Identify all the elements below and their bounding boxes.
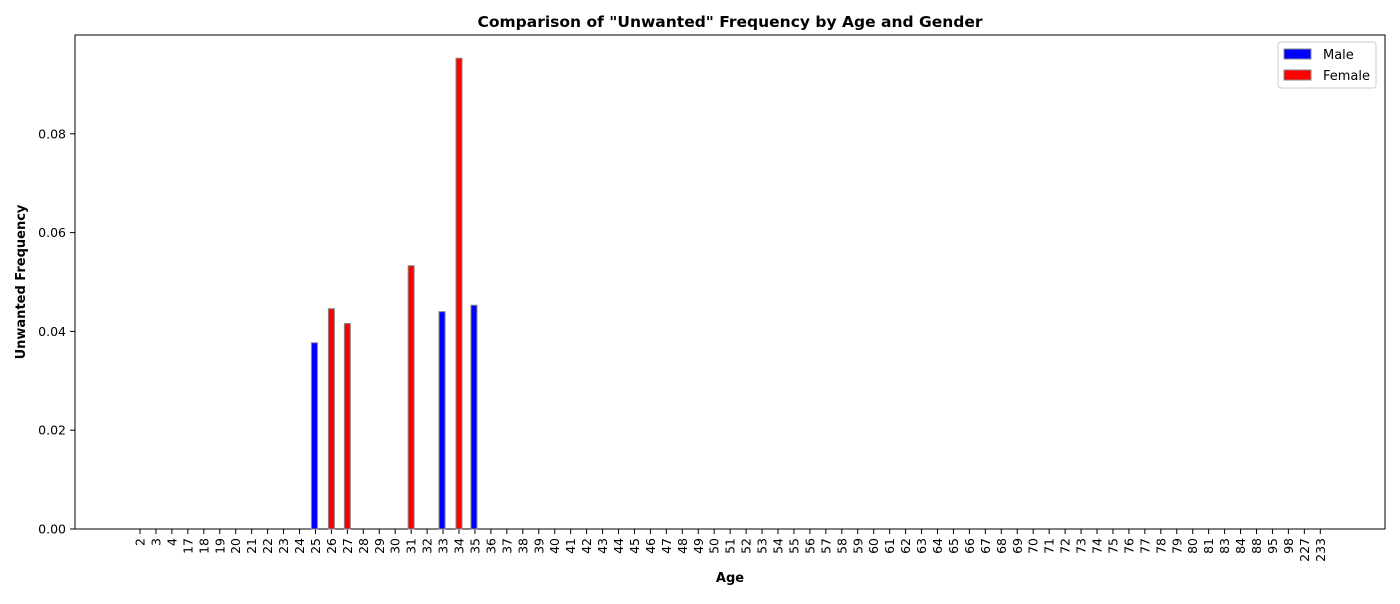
x-tick-label: 73	[1074, 538, 1089, 554]
y-tick-label: 0.04	[38, 324, 66, 339]
x-tick-label: 56	[802, 538, 817, 554]
bar-female-31	[407, 265, 415, 530]
x-tick-label: 59	[850, 538, 865, 554]
x-tick-label: 77	[1137, 538, 1152, 554]
x-tick-label: 39	[531, 538, 546, 554]
x-tick-label: 43	[595, 538, 610, 554]
x-tick-label: 227	[1297, 538, 1312, 562]
x-tick-label: 17	[180, 538, 195, 554]
x-tick-label: 18	[196, 538, 211, 554]
x-tick-label: 25	[308, 538, 323, 554]
x-tick-label: 35	[467, 538, 482, 554]
x-tick-label: 69	[1010, 538, 1025, 554]
x-tick-label: 48	[675, 538, 690, 554]
x-tick-label: 42	[579, 538, 594, 554]
x-tick-label: 64	[930, 538, 945, 554]
x-tick-label: 55	[786, 538, 801, 554]
x-tick-label: 45	[627, 538, 642, 554]
x-tick-label: 33	[436, 538, 451, 554]
y-tick-label: 0.02	[38, 423, 66, 438]
x-tick-label: 46	[643, 538, 658, 554]
x-axis-title: Age	[716, 571, 744, 586]
x-tick-label: 65	[946, 538, 961, 554]
x-tick-label: 79	[1169, 538, 1184, 554]
legend-swatch-female	[1283, 69, 1312, 81]
x-tick-label: 20	[228, 538, 243, 554]
plot-area: 0.000.020.040.060.082 3 4 17 18 19 20 21 22 23 24 2…	[38, 34, 1386, 562]
x-tick-label: 57	[818, 538, 833, 554]
x-tick-label: 70	[1026, 538, 1041, 554]
x-tick-label: 78	[1153, 538, 1168, 554]
x-tick-label: 84	[1233, 538, 1248, 554]
y-tick-label: 0.08	[38, 126, 66, 141]
x-tick-label: 62	[898, 538, 913, 554]
y-tick-label: 0.06	[38, 225, 66, 240]
x-tick-label: 24	[292, 538, 307, 554]
x-tick-label: 2	[133, 538, 148, 546]
x-tick-label: 50	[707, 538, 722, 554]
x-tick-label: 83	[1217, 538, 1232, 554]
x-tick-label: 61	[882, 538, 897, 554]
x-tick-label: 72	[1058, 538, 1073, 554]
x-tick-label: 22	[260, 538, 275, 554]
x-tick-label: 60	[866, 538, 881, 554]
x-tick-label: 21	[244, 538, 259, 554]
y-tick-label: 0.00	[38, 522, 66, 537]
bar-male-25	[310, 342, 318, 530]
x-tick-label: 31	[404, 538, 419, 554]
x-tick-label: 30	[388, 538, 403, 554]
x-tick-label: 32	[420, 538, 435, 554]
x-tick-label: 67	[978, 538, 993, 554]
x-tick-label: 76	[1121, 538, 1136, 554]
x-tick-label: 4	[164, 538, 179, 546]
bar-female-26	[327, 308, 335, 530]
x-tick-label: 41	[563, 538, 578, 554]
x-tick-label: 54	[771, 538, 786, 554]
x-tick-label: 3	[148, 538, 163, 546]
bar-female-34	[455, 57, 463, 530]
x-tick-label: 51	[723, 538, 738, 554]
x-tick-label: 34	[452, 538, 467, 554]
legend-label-female: Female	[1323, 69, 1370, 84]
bar-female-27	[343, 322, 351, 530]
bar-male-35	[470, 304, 478, 530]
x-tick-label: 44	[611, 538, 626, 554]
x-tick-label: 80	[1185, 538, 1200, 554]
x-tick-label: 29	[372, 538, 387, 554]
x-tick-label: 63	[914, 538, 929, 554]
x-tick-label: 23	[276, 538, 291, 554]
plot-frame	[74, 34, 1386, 530]
x-tick-label: 95	[1265, 538, 1280, 554]
x-tick-label: 52	[739, 538, 754, 554]
x-tick-label: 40	[547, 538, 562, 554]
x-tick-label: 74	[1090, 538, 1105, 554]
x-tick-label: 49	[691, 538, 706, 554]
x-tick-label: 53	[755, 538, 770, 554]
x-tick-label: 88	[1249, 538, 1264, 554]
x-tick-label: 66	[962, 538, 977, 554]
x-tick-label: 28	[356, 538, 371, 554]
x-tick-label: 233	[1313, 538, 1328, 562]
legend-label-male: Male	[1323, 48, 1354, 63]
bar-male-33	[438, 311, 446, 530]
x-tick-label: 37	[499, 538, 514, 554]
x-tick-label: 19	[212, 538, 227, 554]
x-tick-label: 81	[1201, 538, 1216, 554]
legend-swatch-male	[1283, 48, 1312, 60]
x-tick-label: 26	[324, 538, 339, 554]
x-tick-label: 98	[1281, 538, 1296, 554]
x-tick-label: 75	[1105, 538, 1120, 554]
x-tick-label: 27	[340, 538, 355, 554]
y-axis-title: Unwanted Frequency	[14, 204, 29, 359]
x-tick-label: 38	[515, 538, 530, 554]
x-tick-label: 36	[483, 538, 498, 554]
chart-title: Comparison of "Unwanted" Frequency by Ag…	[478, 13, 983, 31]
x-tick-label: 68	[994, 538, 1009, 554]
x-tick-label: 58	[834, 538, 849, 554]
x-tick-label: 71	[1042, 538, 1057, 554]
x-tick-label: 47	[659, 538, 674, 554]
